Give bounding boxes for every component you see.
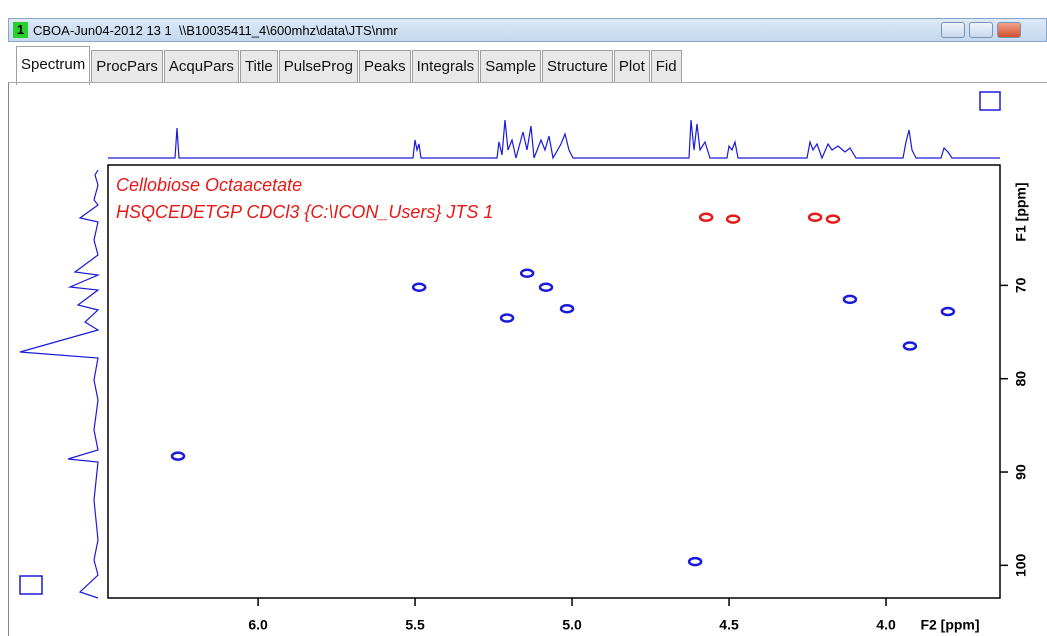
- window-badge: 1: [13, 22, 28, 38]
- y-tick-label: 80: [1013, 371, 1029, 387]
- plot-frame: [107, 164, 1001, 599]
- tab[interactable]: Peaks: [358, 50, 411, 83]
- annotation: Cellobiose Octaacetate: [116, 175, 302, 195]
- x-tick-label: 5.0: [562, 617, 582, 633]
- tab[interactable]: Sample: [480, 50, 542, 83]
- x-tick-label: 5.5: [405, 617, 425, 633]
- y-axis-label: F1 [ppm]: [1013, 182, 1029, 241]
- tab-bar: Spectrum ProcPars AcquPars Title PulseProg Pe…: [16, 46, 683, 85]
- tab[interactable]: Integrals: [411, 50, 480, 83]
- window-title: CBOA-Jun04-2012 13 1 \\B10035411_4\600mh…: [33, 23, 398, 38]
- cross-peak: [411, 282, 427, 292]
- cross-peak: [519, 268, 535, 278]
- y-tick-label: 70: [1013, 277, 1029, 293]
- cross-peak: [170, 451, 186, 461]
- cross-peak: [698, 212, 714, 223]
- cross-peak: [902, 341, 918, 351]
- x-axis-label: F2 [ppm]: [920, 617, 979, 633]
- cross-peak: [538, 282, 554, 292]
- annotation: HSQCEDETGP CDCl3 {C:\ICON_Users} JTS 1: [116, 202, 493, 222]
- y-tick-label: 90: [1013, 464, 1029, 480]
- x-tick-label: 4.5: [719, 617, 739, 633]
- tab[interactable]: Fid: [650, 50, 682, 83]
- x-tick-label: 6.0: [248, 617, 268, 633]
- tab[interactable]: Spectrum: [16, 46, 91, 85]
- f1-projection: [19, 169, 101, 599]
- minimize-button[interactable]: [941, 22, 965, 38]
- cross-peak: [499, 313, 515, 323]
- title-bar: 1 CBOA-Jun04-2012 13 1 \\B10035411_4\600…: [8, 18, 1047, 42]
- maximize-button[interactable]: [969, 22, 993, 38]
- tab[interactable]: Plot: [613, 50, 650, 83]
- cross-peak: [842, 294, 858, 305]
- tab[interactable]: ProcPars: [91, 50, 163, 83]
- cross-peak: [687, 556, 703, 567]
- cross-peak: [807, 212, 823, 223]
- spectrum-panel: [8, 82, 1047, 636]
- tab[interactable]: AcquPars: [163, 50, 239, 83]
- corner-box[interactable]: [19, 575, 43, 595]
- close-button[interactable]: [997, 22, 1021, 38]
- cross-peak: [825, 214, 841, 224]
- cross-peak: [725, 214, 741, 224]
- tab[interactable]: Structure: [542, 50, 613, 83]
- cross-peak: [559, 303, 575, 314]
- cross-peak: [940, 306, 956, 317]
- f2-projection: [108, 119, 1000, 160]
- x-tick-label: 4.0: [876, 617, 896, 633]
- corner-box[interactable]: [979, 91, 1001, 111]
- y-tick-label: 100: [1013, 553, 1029, 577]
- tab[interactable]: PulseProg: [278, 50, 358, 83]
- tab[interactable]: Title: [239, 50, 278, 83]
